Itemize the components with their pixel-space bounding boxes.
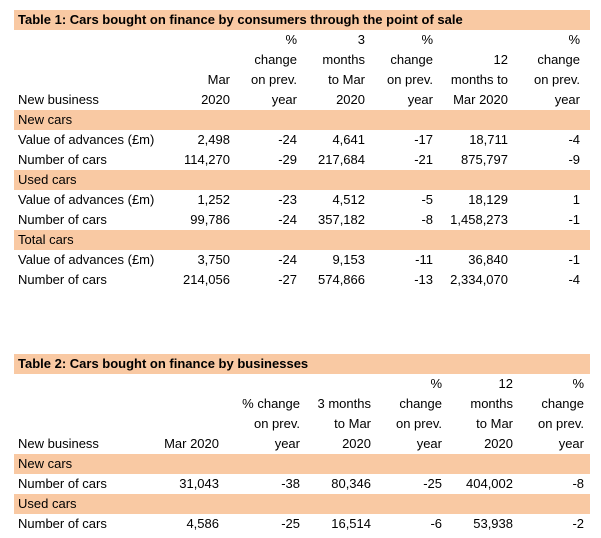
row-label: Number of cars [18,152,107,167]
cell: 4,512 [332,192,365,207]
row-label: Value of advances (£m) [18,132,155,147]
cell: 4,586 [186,516,219,531]
section-new-cars: New cars [14,110,590,130]
table-row: Number of cars 31,043 -38 80,346 -25 404… [14,474,590,494]
row-label: Value of advances (£m) [18,192,155,207]
header-pct-change-1: % change on prev. year [250,32,297,107]
header-pct-change-3: % change on prev. year [537,376,584,451]
cell: -9 [568,152,580,167]
cell: 1,252 [197,192,230,207]
table-row: Number of cars 99,786 -24 357,182 -8 1,4… [14,210,590,230]
row-label: Number of cars [18,476,107,491]
cell: 4,641 [332,132,365,147]
cell: 1,458,273 [450,212,508,227]
table-row: Value of advances (£m) 2,498 -24 4,641 -… [14,130,590,150]
cell: -24 [278,132,297,147]
cell: 16,514 [331,516,371,531]
header-pct-change-1: % change on prev. year [242,396,300,451]
section-used-cars: Used cars [14,170,590,190]
cell: 1 [572,192,580,207]
header-mar-2020: Mar 2020 [164,436,219,451]
cell: -6 [430,516,442,531]
header-new-business: New business [18,92,99,107]
cell: 36,840 [468,252,508,267]
cell: -4 [568,132,580,147]
table-2-title: Table 2: Cars bought on finance by busin… [14,354,590,374]
table-row: Value of advances (£m) 1,252 -23 4,512 -… [14,190,590,210]
cell: 574,866 [318,272,365,287]
header-pct-change-3: % change on prev. year [533,32,580,107]
cell: 31,043 [179,476,219,491]
cell: 214,056 [183,272,230,287]
row-label: Number of cars [18,272,107,287]
table-1-header: New business Mar 2020 % change on prev. … [14,30,590,110]
header-12-months: 12 months to Mar 2020 [470,376,513,451]
header-mar-2020: Mar 2020 [201,72,230,107]
header-new-business: New business [18,436,99,451]
header-pct-change-2: % change on prev. year [395,376,442,451]
section-new-cars: New cars [14,454,590,474]
cell: 114,270 [183,152,230,167]
cell: -23 [278,192,297,207]
cell: 404,002 [466,476,513,491]
cell: -4 [568,272,580,287]
cell: -2 [572,516,584,531]
cell: 18,129 [468,192,508,207]
cell: 18,711 [469,132,508,147]
row-label: Value of advances (£m) [18,252,155,267]
cell: -5 [421,192,433,207]
header-3-months: 3 months to Mar 2020 [317,396,371,451]
table-2-header: New business Mar 2020 % change on prev. … [14,374,590,454]
cell: -8 [421,212,433,227]
cell: -13 [414,272,433,287]
cell: -24 [278,252,297,267]
table-row: Number of cars 4,586 -25 16,514 -6 53,93… [14,514,590,534]
table-1: Table 1: Cars bought on finance by consu… [14,10,590,290]
cell: -25 [423,476,442,491]
cell: 217,684 [318,152,365,167]
cell: 53,938 [473,516,513,531]
cell: -25 [281,516,300,531]
row-label: Number of cars [18,516,107,531]
cell: 2,334,070 [450,272,508,287]
cell: -21 [414,152,433,167]
cell: 9,153 [332,252,365,267]
table-row: Value of advances (£m) 3,750 -24 9,153 -… [14,250,590,270]
cell: 80,346 [331,476,371,491]
table-1-title: Table 1: Cars bought on finance by consu… [14,10,590,30]
header-pct-change-2: % change on prev. year [386,32,433,107]
section-total-cars: Total cars [14,230,590,250]
header-3-months: 3 months to Mar 2020 [322,32,365,107]
cell: -38 [281,476,300,491]
table-row: Number of cars 214,056 -27 574,866 -13 2… [14,270,590,290]
section-used-cars: Used cars [14,494,590,514]
cell: -1 [568,252,580,267]
cell: -29 [278,152,297,167]
cell: 99,786 [190,212,230,227]
cell: -27 [278,272,297,287]
cell: 2,498 [197,132,230,147]
cell: 875,797 [461,152,508,167]
row-label: Number of cars [18,212,107,227]
table-2: Table 2: Cars bought on finance by busin… [14,354,590,534]
cell: -8 [572,476,584,491]
cell: 357,182 [318,212,365,227]
header-12-months: 12 months to Mar 2020 [450,52,508,107]
cell: -17 [414,132,433,147]
cell: 3,750 [197,252,230,267]
cell: -24 [278,212,297,227]
cell: -11 [415,252,433,267]
table-row: Number of cars 114,270 -29 217,684 -21 8… [14,150,590,170]
cell: -1 [568,212,580,227]
